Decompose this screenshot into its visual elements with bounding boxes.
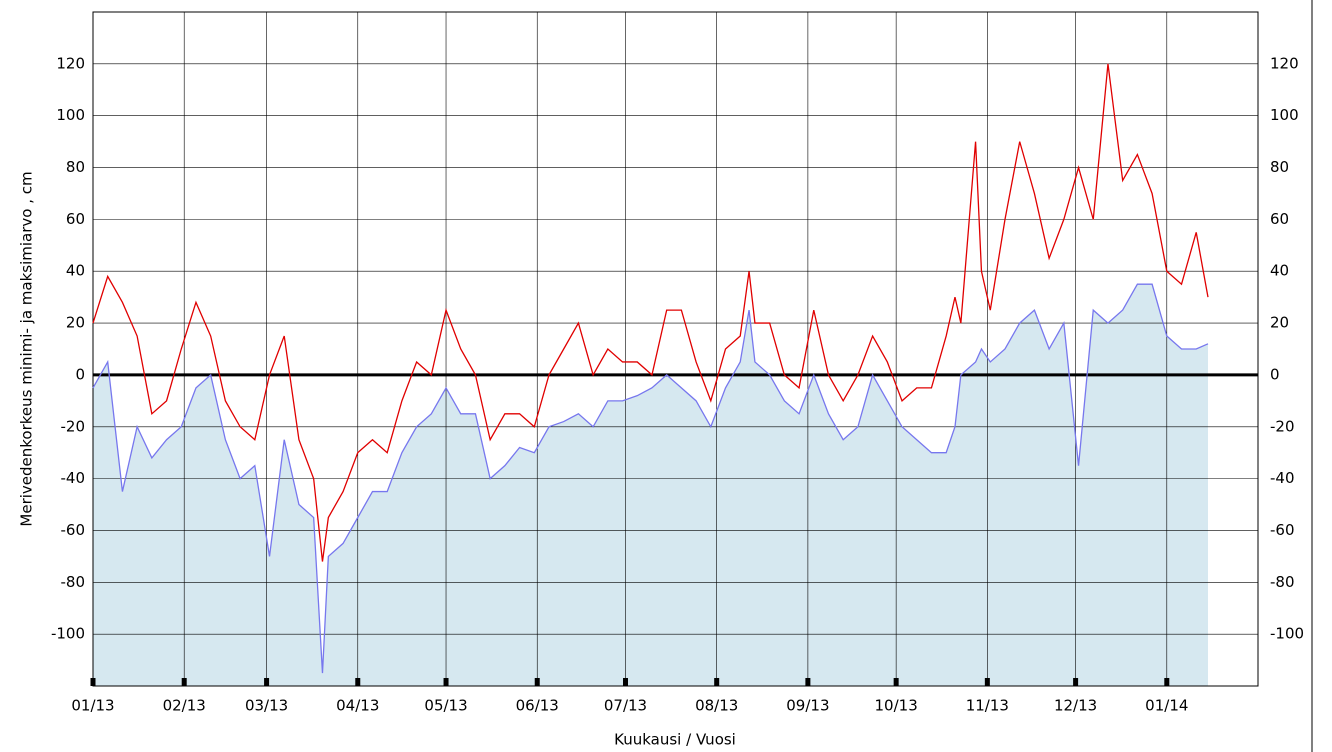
y2-tick-label: 40 <box>1270 262 1289 280</box>
y2-tick-label: 20 <box>1270 314 1289 332</box>
y-tick-label: 100 <box>56 106 85 124</box>
plot-border <box>92 11 1259 687</box>
x-tick-label: 05/13 <box>424 697 467 715</box>
x-axis-label: Kuukausi / Vuosi <box>614 731 736 749</box>
x-tick-label: 12/13 <box>1054 697 1097 715</box>
x-tick-label: 11/13 <box>966 697 1009 715</box>
line <box>92 283 1209 674</box>
y-tick-label: 60 <box>66 210 85 228</box>
line <box>92 63 1209 562</box>
y2-tick-label: -80 <box>1270 573 1295 591</box>
x-tick-label: 08/13 <box>695 697 738 715</box>
area <box>93 284 1208 686</box>
x-tick-label: 07/13 <box>604 697 647 715</box>
y2-tick-label: -60 <box>1270 521 1295 539</box>
y-tick-label: -100 <box>51 625 85 643</box>
x-tick-label: 06/13 <box>516 697 559 715</box>
y-tick-label: 40 <box>66 262 85 280</box>
x-tick-label: 01/14 <box>1145 697 1188 715</box>
y-tick-label: -40 <box>61 469 86 487</box>
y2-tick-label: 60 <box>1270 210 1289 228</box>
x-tick-label: 10/13 <box>875 697 918 715</box>
y-tick-label: 80 <box>66 158 85 176</box>
x-tick-label: 01/13 <box>71 697 114 715</box>
y-tick-label: 20 <box>66 314 85 332</box>
x-tick-label: 02/13 <box>163 697 206 715</box>
y2-tick-label: 0 <box>1270 365 1280 383</box>
y-tick-label: -80 <box>61 573 86 591</box>
x-tick-label: 04/13 <box>336 697 379 715</box>
y-tick-label: 0 <box>75 365 85 383</box>
x-tick-label: 03/13 <box>245 697 288 715</box>
y2-tick-label: -20 <box>1270 417 1295 435</box>
y2-tick-label: -100 <box>1270 625 1304 643</box>
y-tick-label: -20 <box>61 417 86 435</box>
y-tick-label: -60 <box>61 521 86 539</box>
y-axis-label: Merivedenkorkeus minimi- ja maksimiarvo … <box>18 171 36 526</box>
y-tick-label: 120 <box>56 54 85 72</box>
x-tick-label: 09/13 <box>786 697 829 715</box>
y2-tick-label: 100 <box>1270 106 1299 124</box>
y2-tick-label: 80 <box>1270 158 1289 176</box>
y2-tick-label: -40 <box>1270 469 1295 487</box>
y2-tick-label: 120 <box>1270 54 1299 72</box>
